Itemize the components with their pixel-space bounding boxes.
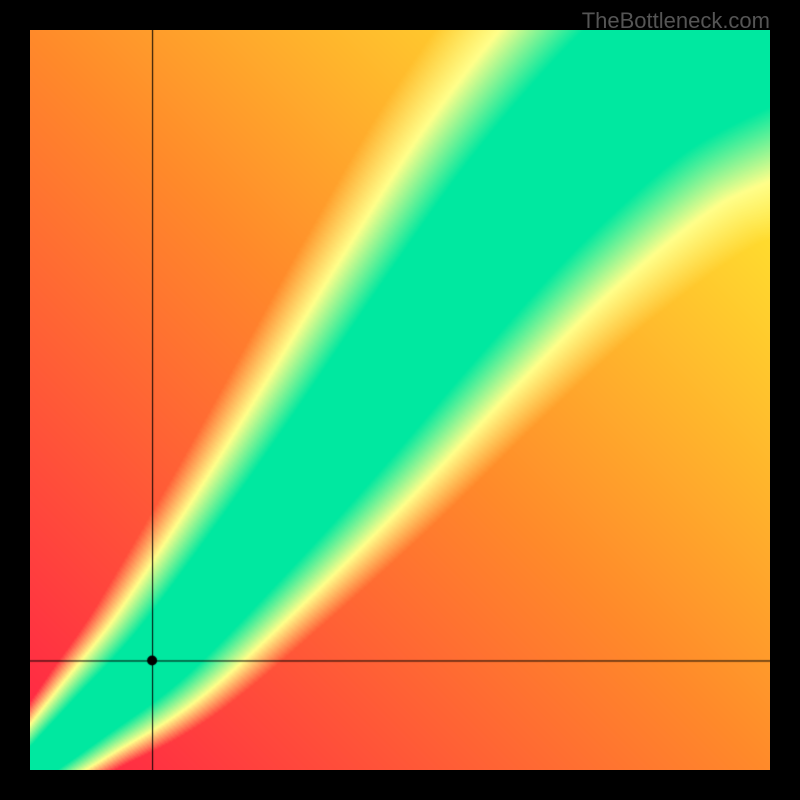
- watermark-text: TheBottleneck.com: [582, 8, 770, 34]
- heatmap-plot: [30, 30, 770, 770]
- heatmap-canvas: [30, 30, 770, 770]
